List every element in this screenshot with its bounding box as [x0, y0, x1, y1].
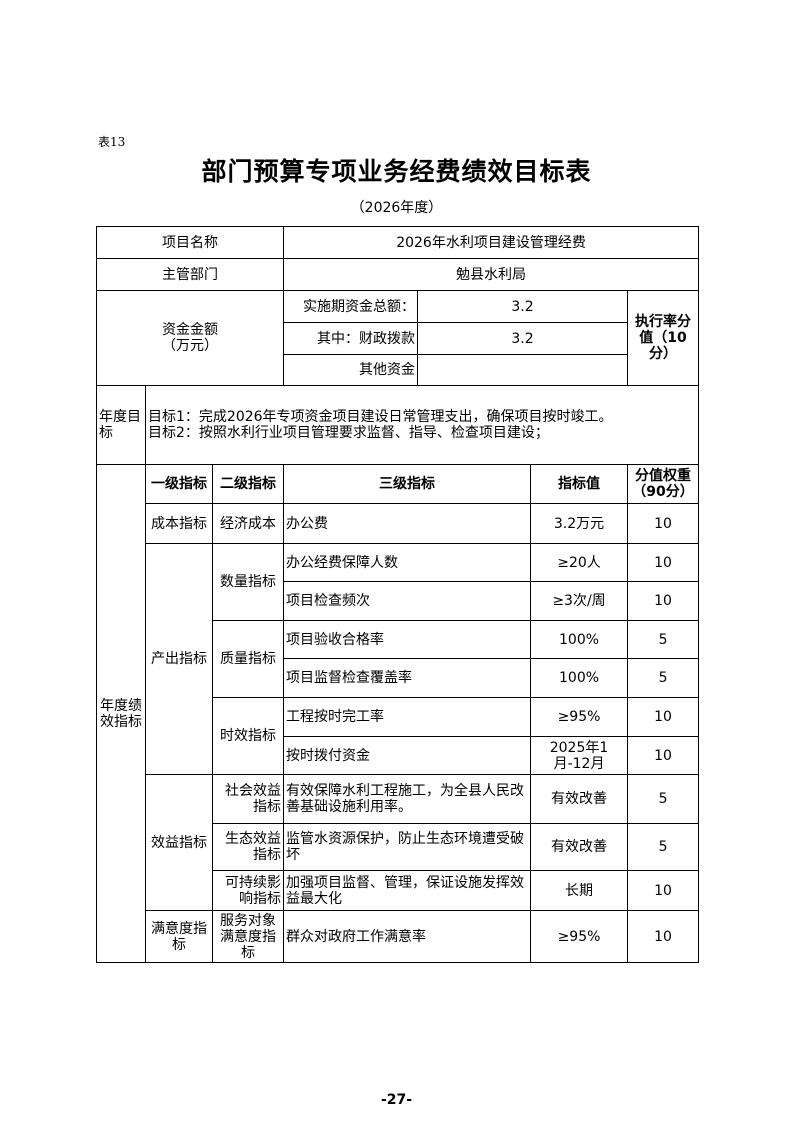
value-cell: 有效改善 [530, 823, 629, 871]
year-subtitle: （2026年度） [350, 200, 443, 216]
l1-cell: 产出指标 [145, 543, 213, 775]
l2-cell: 经济成本 [211, 503, 285, 544]
l2-cell: 服务对象满意度指标 [211, 910, 285, 963]
funds-label: 资金金额 （万元） [95, 290, 285, 386]
l3-cell: 办公经费保障人数 [283, 543, 532, 582]
l1-cell: 成本指标 [145, 503, 213, 544]
l1-cell: 效益指标 [145, 774, 213, 911]
l3-cell: 有效保障水利工程施工，为全县人民改善基础设施利用率。 [283, 774, 532, 824]
score-cell: 10 [627, 697, 700, 737]
l2-cell: 社会效益指标 [211, 774, 285, 824]
performance-table: 项目名称 2026年水利项目建设管理经费 主管部门 勉县水利局 资金金额 （万元）实… [95, 226, 700, 963]
score-cell: 10 [627, 736, 700, 775]
project-name: 2026年水利项目建设管理经费 [283, 226, 700, 259]
value-cell: ≥20人 [530, 543, 629, 582]
l2-cell: 质量指标 [211, 620, 285, 698]
total-label: 实施期资金总额： [283, 290, 419, 323]
value-cell: 长期 [530, 870, 629, 911]
l3-cell: 项目验收合格率 [283, 620, 532, 659]
fiscal-label: 其中：财政拨款 [283, 322, 419, 355]
other-label: 其他资金 [283, 354, 419, 386]
l1-cell: 满意度指标 [145, 910, 213, 963]
value-cell: ≥3次/周 [530, 581, 629, 621]
l3-cell: 加强项目监督、管理，保证设施发挥效益最大化 [283, 870, 532, 911]
indicators-label: 年度绩效指标 [96, 464, 146, 963]
total-value: 3.2 [417, 290, 629, 323]
header-l3: 三级指标 [283, 464, 532, 504]
score-cell: 10 [627, 543, 700, 582]
score-cell: 10 [627, 910, 700, 963]
l3-cell: 项目检查频次 [283, 581, 532, 621]
score-cell: 10 [627, 870, 700, 911]
l2-cell: 数量指标 [211, 543, 285, 621]
l3-cell: 监管水资源保护，防止生态环境遭受破坏 [283, 823, 532, 871]
value-cell: 100% [530, 620, 629, 659]
header-l1: 一级指标 [145, 464, 213, 504]
other-value [417, 354, 629, 386]
goals-label: 年度目标 [96, 385, 146, 465]
dept-label: 主管部门 [95, 258, 285, 291]
score-cell: 5 [627, 658, 700, 698]
header-value: 指标值 [530, 464, 629, 504]
header-score: 分值权重（90分） [627, 464, 700, 504]
value-cell: 100% [530, 658, 629, 698]
score-cell: 10 [627, 503, 700, 544]
project-name-label: 项目名称 [95, 226, 285, 259]
score-cell: 5 [627, 774, 700, 824]
score-cell: 5 [627, 823, 700, 871]
l3-cell: 群众对政府工作满意率 [283, 910, 532, 963]
header-l2: 二级指标 [211, 464, 285, 504]
dept: 勉县水利局 [283, 258, 700, 291]
l2-cell: 时效指标 [211, 697, 285, 775]
value-cell: 3.2万元 [530, 503, 629, 544]
value-cell: 有效改善 [530, 774, 629, 824]
value-cell: ≥95% [530, 697, 629, 737]
goal-2: 目标2：按照水利行业项目管理要求监督、指导、检查项目建设； [148, 425, 549, 441]
l2-cell: 生态效益指标 [211, 823, 285, 871]
table-number: 表13 [98, 135, 126, 149]
l3-cell: 办公费 [283, 503, 532, 544]
value-cell: ≥95% [530, 910, 629, 963]
score-cell: 5 [627, 620, 700, 659]
l2-cell: 可持续影响指标 [211, 870, 285, 911]
l3-cell: 项目监督检查覆盖率 [283, 658, 532, 698]
l3-cell: 工程按时完工率 [283, 697, 532, 737]
page-title: 部门预算专项业务经费绩效目标表 [201, 157, 592, 186]
exec-rate-label: 执行率分值（10分） [627, 290, 700, 386]
goal-1: 目标1：完成2026年专项资金项目建设日常管理支出，确保项目按时竣工。 [148, 409, 613, 425]
page-number: -27- [380, 1092, 413, 1108]
value-cell: 2025年1月-12月 [530, 736, 629, 775]
l3-cell: 按时拨付资金 [283, 736, 532, 775]
fiscal-value: 3.2 [417, 322, 629, 355]
score-cell: 10 [627, 581, 700, 621]
